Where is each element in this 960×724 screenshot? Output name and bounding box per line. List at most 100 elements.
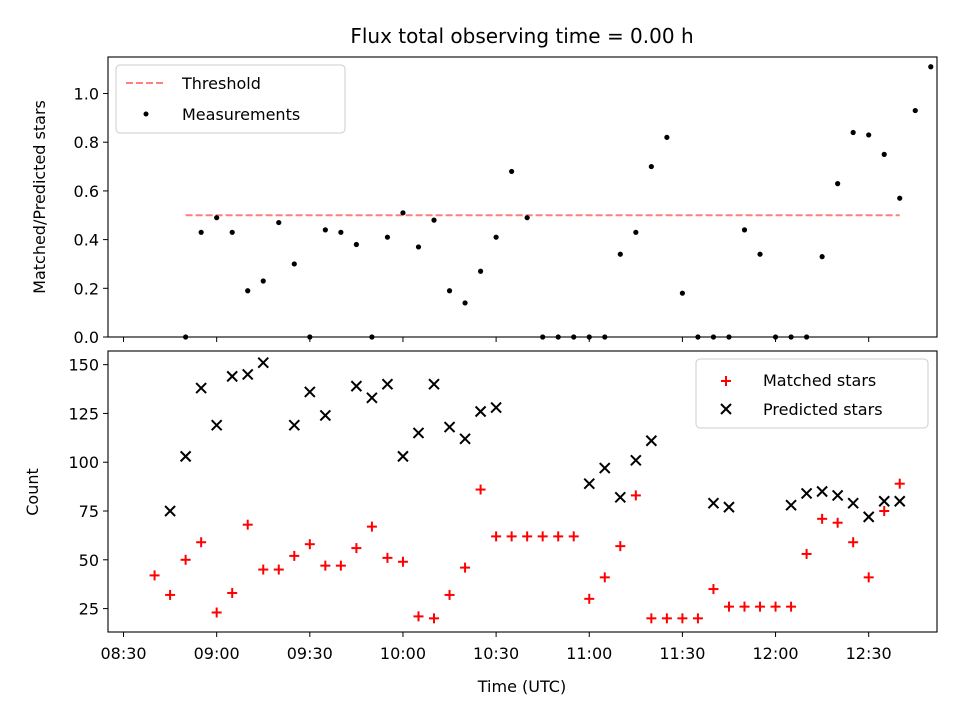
bottom-x-tick-label: 12:30 [846, 644, 892, 663]
predicted-marker-b [304, 386, 316, 398]
predicted-marker-b [862, 511, 875, 523]
predicted-star-marker [785, 499, 797, 511]
bottom-legend-box [695, 358, 929, 429]
predicted-marker-b [878, 495, 890, 507]
matched-star-marker [599, 572, 610, 583]
predicted-star-marker [490, 401, 502, 414]
matched-star-marker [615, 541, 626, 552]
bottom-y-tick-label: 100 [68, 453, 99, 472]
matched-star-marker [304, 539, 315, 550]
bottom-y-tick-label: 50 [79, 551, 99, 570]
predicted-star-marker [459, 433, 471, 445]
threshold-legend-label: Threshold [181, 74, 261, 93]
top-legend: Threshold Measurements [115, 64, 346, 134]
predicted-star-marker [583, 477, 595, 490]
top-axes-frame [107, 56, 938, 338]
predicted-marker-b [474, 405, 487, 418]
matched-star-marker [879, 506, 890, 517]
measurement-point [509, 168, 515, 175]
predicted-star-marker [800, 487, 813, 500]
top-y-tick-label: 0.0 [74, 328, 99, 347]
matched-star-marker [258, 564, 269, 575]
predicted-star-marker [412, 427, 425, 439]
measurement-point [493, 234, 499, 240]
matched-star-marker [661, 613, 672, 624]
predicted-star-marker [723, 501, 735, 513]
matched-star-marker [770, 601, 781, 612]
predicted-legend-label: Predicted stars [763, 400, 883, 419]
predicted-star-marker [195, 382, 207, 394]
predicted-marker-b [785, 499, 797, 511]
predicted-marker-b [257, 357, 269, 369]
measurement-point [881, 151, 887, 157]
predicted-marker-b [816, 485, 828, 498]
matched-star-marker [568, 531, 579, 542]
matched-star-marker [382, 552, 393, 563]
predicted-star-marker [179, 450, 192, 463]
predicted-star-marker [428, 378, 440, 390]
measurement-point [291, 261, 297, 267]
measurement-point [431, 217, 437, 223]
predicted-marker-b [381, 378, 394, 390]
measurement-point [757, 251, 763, 257]
matched-star-marker [227, 587, 238, 598]
predicted-star-marker [350, 380, 363, 392]
matched-star-marker [149, 570, 160, 581]
predicted-marker-b [397, 450, 409, 463]
matched-star-marker [351, 543, 362, 554]
measurements-legend-label: Measurements [182, 105, 300, 124]
matched-star-marker [584, 593, 595, 604]
predicted-marker-b [288, 419, 300, 431]
bottom-x-tick-label: 10:30 [473, 644, 519, 663]
matched-star-marker [723, 601, 734, 612]
predicted-marker-b [831, 489, 844, 502]
measurement-point [866, 132, 872, 138]
predicted-star-marker [443, 421, 456, 433]
measurement-point [245, 288, 251, 294]
measurement-point [338, 229, 344, 235]
bottom-x-tick-label: 11:00 [566, 644, 612, 663]
matched-star-marker [848, 537, 859, 548]
bottom-x-tick-label: 08:30 [100, 644, 146, 663]
measurement-point [353, 241, 359, 248]
matched-star-marker [335, 560, 346, 571]
predicted-star-marker [614, 491, 627, 504]
matched-star-marker [491, 531, 502, 542]
matched-star-marker [522, 531, 533, 542]
measurement-point [850, 129, 856, 136]
matched-star-marker [444, 589, 455, 600]
matched-star-marker [273, 564, 284, 575]
predicted-star-marker [630, 454, 642, 466]
top-legend-box [115, 64, 346, 134]
predicted-marker-b [350, 380, 363, 392]
predicted-star-marker [894, 495, 906, 507]
top-y-tick-label: 1.0 [74, 85, 99, 104]
predicted-star-marker [366, 392, 378, 404]
measurement-point [928, 64, 934, 70]
measurement-point [617, 251, 623, 257]
predicted-marker-b [210, 419, 223, 431]
predicted-star-marker [816, 485, 828, 498]
measurement-point [276, 219, 282, 226]
bottom-x-ticks: 08:30 09:00 09:30 10:00 10:30 11:00 11:30 12:00… [100, 632, 892, 663]
predicted-marker-b [847, 497, 859, 509]
top-y-tick-label: 0.8 [74, 133, 99, 152]
predicted-marker-b [412, 427, 425, 439]
predicted-star-marker [226, 370, 238, 383]
predicted-star-marker [707, 497, 720, 509]
matched-star-marker [289, 550, 300, 561]
measurement-point [384, 234, 391, 240]
bottom-x-tick-label: 09:00 [194, 644, 240, 663]
measurement-point [446, 288, 453, 294]
measurement-points [183, 64, 934, 340]
matched-star-marker [786, 601, 797, 612]
count-points [149, 357, 906, 624]
predicted-marker-b [179, 450, 192, 463]
bottom-y-ticks: 25 50 75 100 125 150 [68, 356, 108, 619]
bottom-y-tick-label: 75 [79, 502, 99, 521]
predicted-star-marker [381, 378, 394, 390]
top-y-tick-label: 0.2 [74, 279, 99, 298]
predicted-marker-b [599, 462, 611, 474]
measurement-point [322, 227, 328, 233]
top-panel: Flux total observing time = 0.00 h Match… [30, 24, 938, 347]
